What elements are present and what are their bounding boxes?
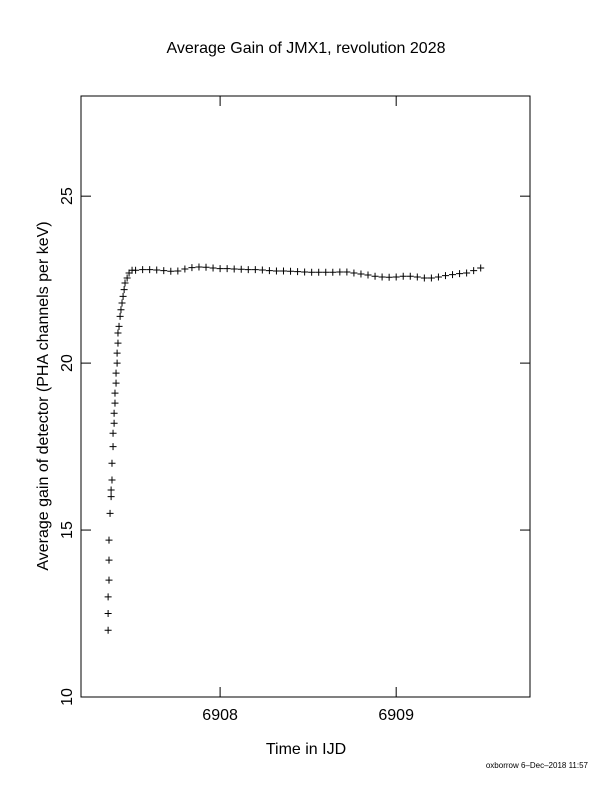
data-point (116, 312, 124, 320)
data-point (216, 265, 224, 273)
data-point (378, 273, 386, 281)
data-point (113, 359, 121, 367)
data-point (441, 272, 449, 280)
data-point (427, 274, 435, 282)
data-point (108, 476, 116, 484)
data-point (195, 263, 203, 271)
data-point (114, 339, 122, 347)
data-point (108, 459, 116, 467)
y-axis-label: Average gain of detector (PHA channels p… (35, 221, 52, 570)
data-point (117, 306, 125, 314)
data-point (287, 267, 295, 275)
data-point (111, 389, 119, 397)
data-point (364, 271, 372, 279)
data-point (223, 265, 231, 273)
data-point (111, 399, 119, 407)
data-point (174, 267, 182, 275)
data-point (105, 556, 113, 564)
data-point (413, 273, 421, 281)
data-point (449, 271, 457, 279)
data-point (258, 266, 266, 274)
data-point (139, 266, 147, 274)
y-tick-label: 10 (59, 688, 76, 706)
data-point (294, 268, 302, 276)
y-tick-label: 20 (59, 354, 76, 372)
data-point (109, 429, 117, 437)
data-point (477, 264, 485, 272)
data-point (160, 267, 168, 275)
data-point (329, 268, 337, 276)
data-point (272, 267, 280, 275)
data-point (113, 349, 121, 357)
data-point (119, 292, 127, 300)
data-point (120, 286, 128, 294)
data-point (146, 266, 154, 274)
data-point (357, 270, 365, 278)
data-point (202, 263, 210, 271)
data-point (123, 274, 131, 282)
data-point (244, 266, 252, 274)
data-point (406, 272, 414, 280)
data-point (463, 269, 471, 277)
data-point (392, 273, 400, 281)
data-point (112, 369, 120, 377)
data-point (105, 576, 113, 584)
data-point (121, 279, 129, 287)
data-point (322, 268, 330, 276)
data-point (112, 379, 120, 387)
data-point (251, 266, 259, 274)
data-point (104, 593, 112, 601)
chart-title: Average Gain of JMX1, revolution 2028 (167, 40, 446, 57)
data-point (115, 322, 123, 330)
data-point (308, 268, 316, 276)
data-point (107, 486, 115, 494)
data-point (265, 267, 273, 275)
data-point (315, 268, 323, 276)
data-point (153, 266, 161, 274)
data-point (110, 409, 118, 417)
data-point (456, 270, 464, 278)
y-tick-label: 15 (59, 521, 76, 539)
data-point (230, 265, 238, 273)
data-point (106, 509, 114, 517)
data-point (181, 265, 189, 273)
data-point (336, 268, 344, 276)
plot-frame (80, 95, 531, 698)
data-point (371, 272, 379, 280)
data-point (107, 493, 115, 501)
data-point (420, 274, 428, 282)
data-point (109, 443, 117, 451)
x-axis-label: Time in IJD (266, 741, 346, 758)
x-tick-label: 6909 (378, 707, 414, 724)
y-tick-label: 25 (59, 187, 76, 205)
data-point (279, 267, 287, 275)
data-point (188, 264, 196, 272)
footer: oxborrow 6–Dec–2018 11:57 (486, 761, 589, 770)
data-point (470, 267, 478, 275)
data-point (114, 329, 122, 337)
data-point (132, 266, 140, 274)
data-point (237, 265, 245, 273)
x-tick-label: 6908 (202, 707, 238, 724)
data-point (301, 268, 309, 276)
data-point (350, 269, 358, 277)
data-point (118, 299, 126, 307)
data-point (399, 272, 407, 280)
data-point (434, 273, 442, 281)
data-point (110, 419, 118, 427)
data-point (104, 610, 112, 618)
data-point (343, 268, 351, 276)
data-point (167, 267, 175, 275)
data-point (104, 626, 112, 634)
data-point (209, 264, 217, 272)
data-point (105, 536, 113, 544)
data-point (385, 273, 393, 281)
